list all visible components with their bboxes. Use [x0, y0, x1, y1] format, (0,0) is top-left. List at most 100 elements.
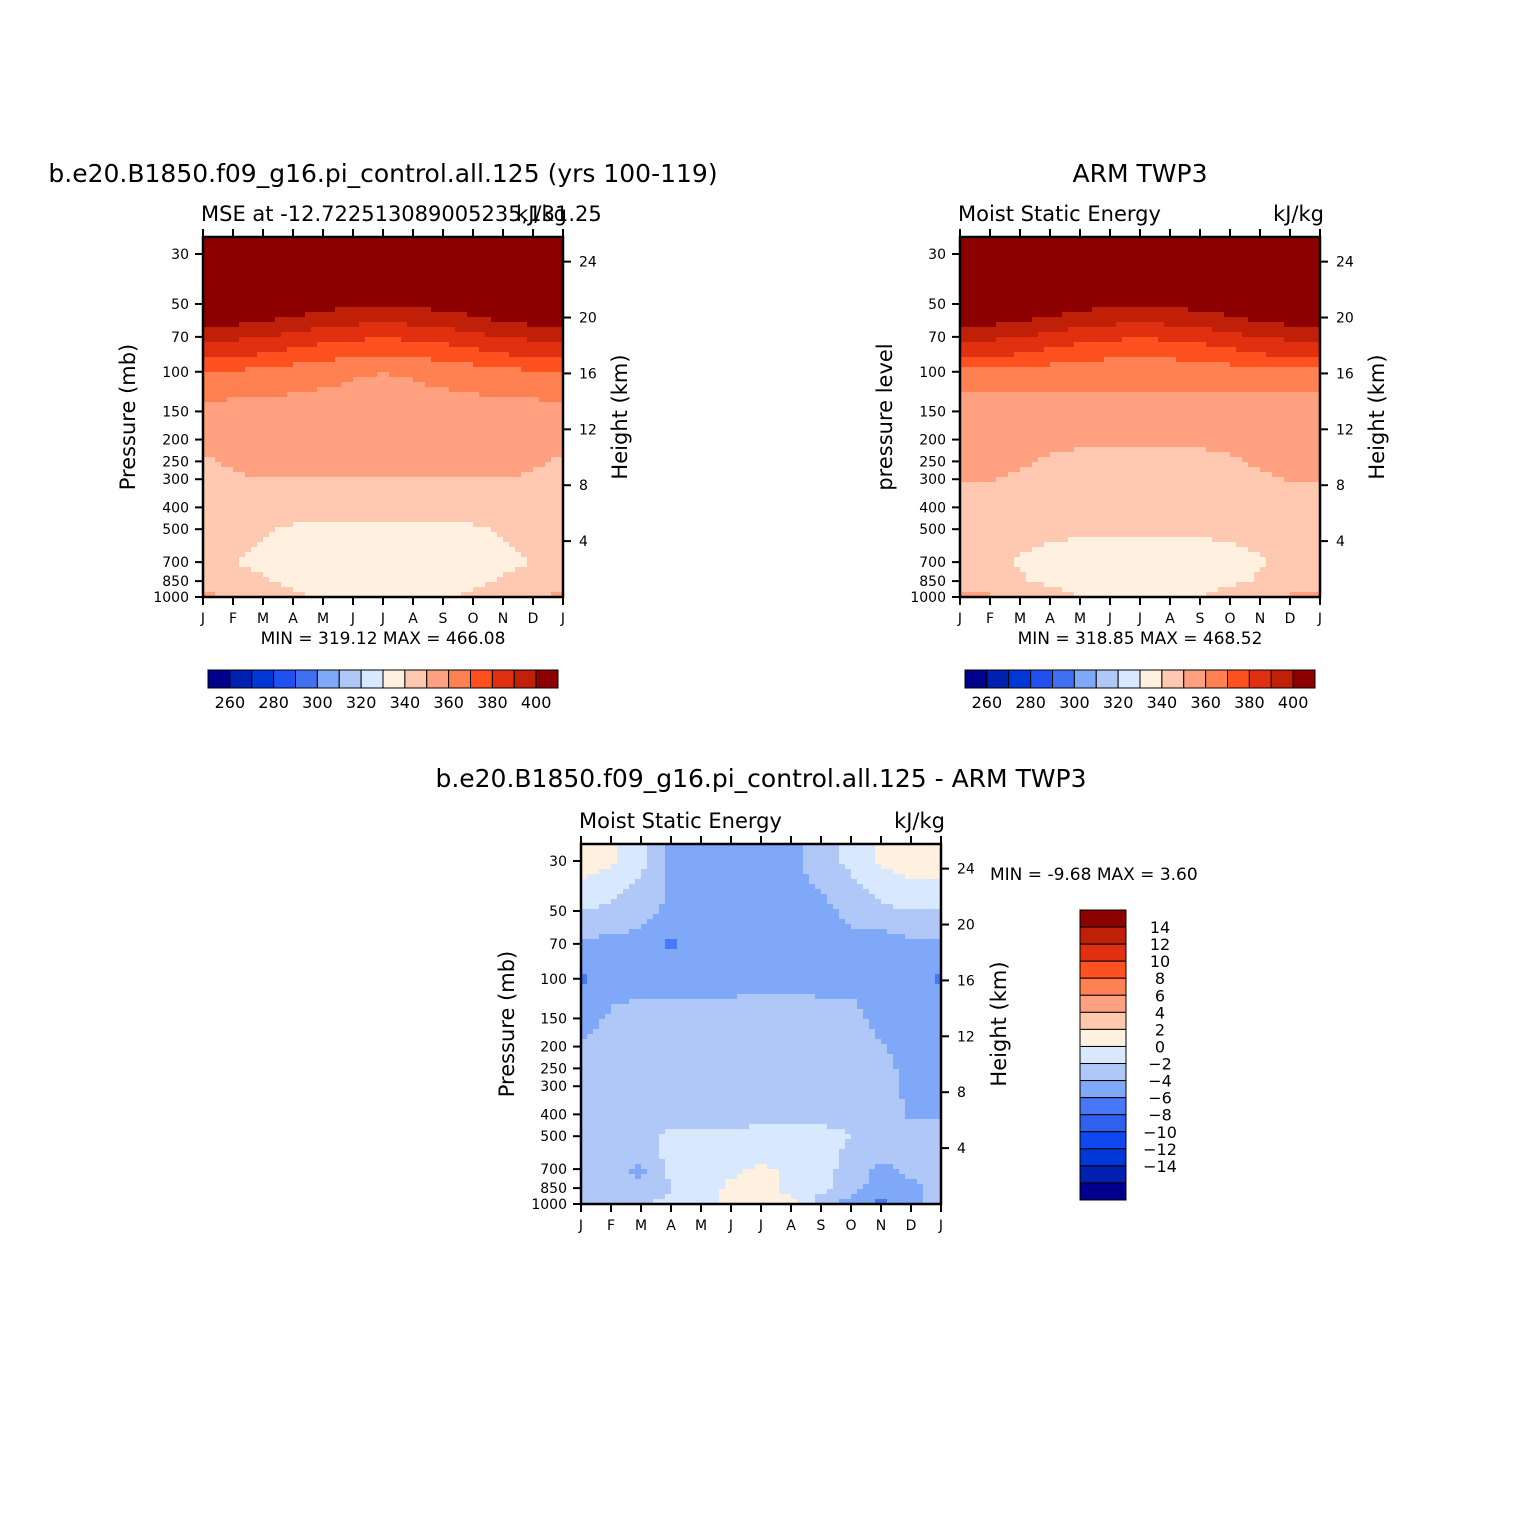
contour-cell: [293, 407, 300, 413]
contour-cell: [335, 327, 342, 333]
contour-cell: [401, 477, 408, 483]
contour-cell: [383, 302, 390, 308]
contour-cell: [557, 432, 564, 438]
contour-cell: [311, 522, 318, 528]
contour-cell: [425, 237, 432, 243]
contour-cell: [557, 482, 564, 488]
contour-cell: [497, 277, 504, 283]
contour-cell: [491, 422, 498, 428]
contour-cell: [245, 312, 252, 318]
contour-cell: [389, 582, 396, 588]
contour-cell: [1272, 252, 1279, 258]
contour-cell: [233, 322, 240, 328]
contour-cell: [539, 552, 546, 558]
contour-cell: [1176, 242, 1183, 248]
contour-cell: [275, 312, 282, 318]
contour-cell: [521, 497, 528, 503]
contour-cell: [215, 522, 222, 528]
contour-cell: [527, 557, 534, 563]
contour-cell: [395, 387, 402, 393]
contour-cell: [257, 372, 264, 378]
contour-cell: [473, 377, 480, 383]
contour-cell: [557, 302, 564, 308]
contour-cell: [413, 537, 420, 543]
contour-cell: [509, 362, 516, 368]
contour-cell: [437, 532, 444, 538]
contour-cell: [317, 317, 324, 323]
contour-cell: [359, 497, 366, 503]
contour-cell: [437, 577, 444, 583]
contour-cell: [305, 297, 312, 303]
contour-cell: [467, 427, 474, 433]
contour-cell: [1302, 237, 1309, 243]
contour-cell: [443, 267, 450, 273]
contour-cell: [1086, 247, 1093, 253]
contour-cell: [329, 282, 336, 288]
contour-cell: [551, 552, 558, 558]
contour-cell: [401, 282, 408, 288]
contour-cell: [359, 427, 366, 433]
contour-cell: [299, 587, 306, 593]
contour-cell: [341, 512, 348, 518]
y2-tick-label: 4: [579, 534, 588, 550]
contour-cell: [365, 447, 372, 453]
contour-cell: [389, 547, 396, 553]
contour-cell: [359, 512, 366, 518]
contour-cell: [413, 302, 420, 308]
contour-cell: [299, 347, 306, 353]
contour-cell: [305, 272, 312, 278]
contour-cell: [419, 362, 426, 368]
contour-cell: [371, 497, 378, 503]
contour-cell: [551, 297, 558, 303]
contour-cell: [377, 397, 384, 403]
contour-cell: [335, 342, 342, 348]
contour-cell: [407, 257, 414, 263]
contour-cell: [311, 312, 318, 318]
contour-cell: [353, 437, 360, 443]
contour-cell: [347, 402, 354, 408]
contour-cell: [449, 382, 456, 388]
contour-cell: [557, 242, 564, 248]
contour-cell: [323, 357, 330, 363]
contour-cell: [521, 412, 528, 418]
contour-cell: [545, 312, 552, 318]
contour-cell: [353, 472, 360, 478]
contour-cell: [407, 522, 414, 528]
contour-cell: [239, 247, 246, 253]
contour-cell: [1146, 262, 1153, 268]
contour-cell: [311, 342, 318, 348]
contour-cell: [347, 442, 354, 448]
contour-cell: [305, 512, 312, 518]
contour-cell: [377, 412, 384, 418]
contour-cell: [437, 362, 444, 368]
contour-cell: [521, 287, 528, 293]
contour-cell: [533, 532, 540, 538]
contour-cell: [431, 377, 438, 383]
contour-cell: [1068, 272, 1075, 278]
contour-cell: [245, 417, 252, 423]
contour-cell: [209, 317, 216, 323]
contour-cell: [1236, 262, 1243, 268]
contour-cell: [317, 487, 324, 493]
contour-cell: [245, 352, 252, 358]
contour-cell: [479, 327, 486, 333]
contour-cell: [287, 567, 294, 573]
contour-cell: [407, 302, 414, 308]
contour-cell: [407, 492, 414, 498]
contour-cell: [383, 327, 390, 333]
contour-cell: [209, 557, 216, 563]
contour-cell: [347, 567, 354, 573]
y-tick-label: 70: [171, 330, 189, 346]
contour-cell: [449, 272, 456, 278]
contour-cell: [455, 347, 462, 353]
contour-cell: [245, 472, 252, 478]
contour-cell: [461, 592, 468, 598]
contour-cell: [1056, 262, 1063, 268]
contour-cell: [263, 272, 270, 278]
contour-cell: [227, 252, 234, 258]
contour-cell: [275, 537, 282, 543]
contour-cell: [485, 402, 492, 408]
contour-cell: [275, 242, 282, 248]
contour-cell: [293, 552, 300, 558]
contour-cell: [257, 472, 264, 478]
